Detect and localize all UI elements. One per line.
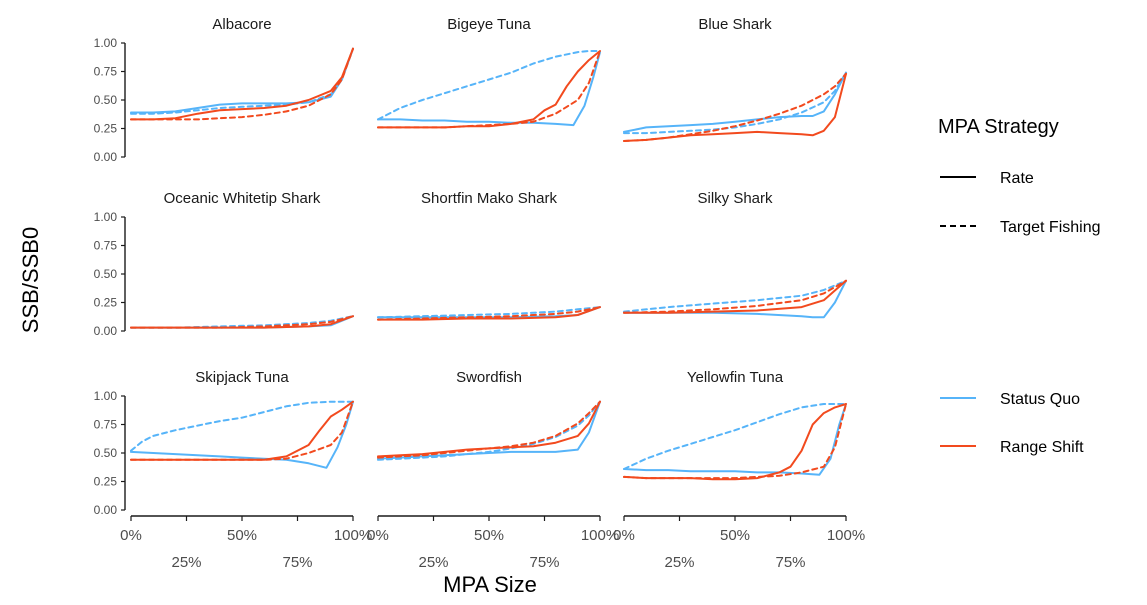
series-status-quo-target-fishing <box>377 400 601 461</box>
x-axis-title: MPA Size <box>443 572 537 597</box>
panel-title: Shortfin Mako Shark <box>421 190 557 207</box>
series-status-quo-rate <box>130 400 354 469</box>
series-range-shift-target-fishing <box>130 47 354 121</box>
legend-item-range-shift: Range Shift <box>940 439 1084 456</box>
y-tick-label: 0.25 <box>94 296 118 310</box>
panel-title: Yellowfin Tuna <box>687 369 784 386</box>
panel-title: Albacore <box>212 16 271 33</box>
panel-skipjack-tuna: Skipjack Tuna 0.00 0.25 0.50 0.75 1.00 0% 50% 10… <box>94 369 373 571</box>
x-tick-label: 75% <box>529 554 559 571</box>
x-tick-label: 100% <box>581 527 619 544</box>
y-tick-label: 0.00 <box>94 150 118 164</box>
series-range-shift-target-fishing <box>623 279 847 314</box>
series-status-quo-rate <box>623 71 847 133</box>
series-range-shift-target-fishing <box>623 72 847 142</box>
series-range-shift-rate <box>377 50 601 129</box>
y-tick-label: 0.00 <box>94 324 118 338</box>
panel-blue-shark: Blue Shark <box>623 16 847 142</box>
legend-item-status-quo: Status Quo <box>940 391 1080 408</box>
panel-title: Silky Shark <box>697 190 773 207</box>
y-tick-label: 0.50 <box>94 446 118 460</box>
y-tick-label: 0.25 <box>94 122 118 136</box>
series-range-shift-rate <box>130 47 354 121</box>
panel-swordfish: Swordfish 0% 50% 100% 25% 75% <box>367 369 619 571</box>
panel-bigeye-tuna: Bigeye Tuna <box>377 16 601 129</box>
series-status-quo-target-fishing <box>130 400 354 452</box>
legend-label-range-shift: Range Shift <box>1000 439 1084 456</box>
series-range-shift-target-fishing <box>130 315 354 329</box>
legend-title: MPA Strategy <box>938 116 1059 138</box>
x-tick-label: 0% <box>120 527 142 544</box>
x-tick-label: 0% <box>613 527 635 544</box>
series-range-shift-target-fishing <box>130 400 354 461</box>
series-status-quo-target-fishing <box>623 403 847 470</box>
series-status-quo-target-fishing <box>377 306 601 319</box>
legend-item-rate: Rate <box>940 170 1034 187</box>
panel-silky-shark: Silky Shark <box>623 190 847 319</box>
legend-label-rate: Rate <box>1000 170 1034 187</box>
x-tick-label: 50% <box>720 527 750 544</box>
y-tick-label: 0.50 <box>94 93 118 107</box>
series-status-quo-rate <box>623 403 847 476</box>
y-axis-title: SSB/SSB0 <box>18 227 43 333</box>
series-range-shift-target-fishing <box>377 306 601 321</box>
chart-panels: Albacore 0.00 0.25 0.50 0.75 1.00 Bigeye Tuna B… <box>94 16 866 571</box>
panel-title: Oceanic Whitetip Shark <box>164 190 321 207</box>
x-tick-label: 25% <box>171 554 201 571</box>
series-range-shift-rate <box>377 306 601 321</box>
legend: MPA Strategy Rate Target Fishing Status … <box>938 116 1101 456</box>
panel-albacore: Albacore 0.00 0.25 0.50 0.75 1.00 <box>94 16 354 164</box>
panel-oceanic-whitetip-shark: Oceanic Whitetip Shark 0.00 0.25 0.50 0.75 1.… <box>94 190 354 338</box>
x-tick-label: 75% <box>775 554 805 571</box>
y-tick-label: 0.25 <box>94 475 118 489</box>
y-tick-label: 0.50 <box>94 267 118 281</box>
series-status-quo-target-fishing <box>377 50 601 121</box>
x-tick-label: 75% <box>282 554 312 571</box>
series-status-quo-target-fishing <box>623 279 847 313</box>
x-tick-label: 50% <box>227 527 257 544</box>
series-range-shift-rate <box>130 400 354 461</box>
series-range-shift-target-fishing <box>377 50 601 129</box>
series-range-shift-target-fishing <box>623 403 847 480</box>
series-range-shift-rate <box>623 279 847 314</box>
panel-yellowfin-tuna: Yellowfin Tuna 0% 50% 100% 25% 75% <box>613 369 865 571</box>
series-range-shift-target-fishing <box>377 400 601 459</box>
series-status-quo-rate <box>377 400 601 460</box>
series-range-shift-rate <box>623 403 847 481</box>
y-tick-label: 0.00 <box>94 503 118 517</box>
y-tick-label: 1.00 <box>94 210 118 224</box>
series-status-quo-target-fishing <box>130 47 354 115</box>
panel-title: Swordfish <box>456 369 522 386</box>
series-status-quo-rate <box>377 51 601 127</box>
x-tick-label: 25% <box>418 554 448 571</box>
legend-label-status-quo: Status Quo <box>1000 391 1080 408</box>
x-tick-label: 100% <box>827 527 865 544</box>
y-tick-label: 1.00 <box>94 36 118 50</box>
x-tick-label: 100% <box>334 527 372 544</box>
y-tick-label: 0.75 <box>94 418 118 432</box>
x-tick-label: 0% <box>367 527 389 544</box>
panel-title: Blue Shark <box>698 16 772 33</box>
panel-title: Bigeye Tuna <box>447 16 531 33</box>
x-tick-label: 50% <box>474 527 504 544</box>
y-tick-label: 0.75 <box>94 239 118 253</box>
y-tick-label: 0.75 <box>94 65 118 79</box>
x-tick-label: 25% <box>664 554 694 571</box>
legend-label-target-fishing: Target Fishing <box>1000 219 1101 236</box>
legend-item-target-fishing: Target Fishing <box>940 219 1101 236</box>
series-status-quo-rate <box>130 47 354 114</box>
series-status-quo-target-fishing <box>623 71 847 135</box>
panel-title: Skipjack Tuna <box>195 369 289 386</box>
y-tick-label: 1.00 <box>94 389 118 403</box>
panel-shortfin-mako-shark: Shortfin Mako Shark <box>377 190 601 321</box>
